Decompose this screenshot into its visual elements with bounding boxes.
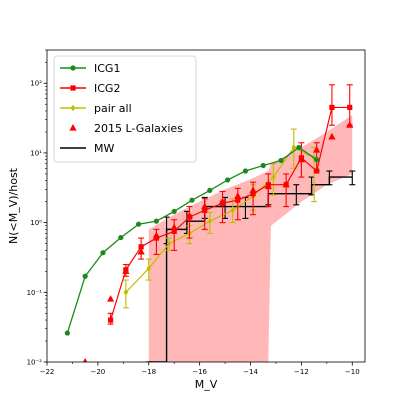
icg1-point bbox=[153, 218, 159, 224]
icg1-point bbox=[278, 157, 284, 164]
pair-all-point bbox=[123, 289, 129, 296]
icg2-point bbox=[250, 191, 256, 197]
icg1-point bbox=[225, 177, 231, 183]
lgal-point bbox=[170, 223, 178, 231]
lgal-point bbox=[137, 247, 145, 255]
y-tick-label: 10² bbox=[30, 80, 42, 88]
pair-all-point bbox=[291, 144, 297, 151]
icg1-point bbox=[314, 157, 320, 163]
legend: ICG1 ICG2 pair all 2015 L-Galaxies MW bbox=[53, 55, 197, 163]
y-axis-label: N(<M_V)/host bbox=[7, 167, 20, 244]
legend-label-mw: MW bbox=[94, 142, 114, 155]
lgal-point bbox=[107, 295, 115, 302]
pair-all-point bbox=[230, 207, 236, 214]
x-tick-label: −16 bbox=[192, 368, 207, 376]
lgal-point bbox=[328, 132, 336, 140]
pair-all-point bbox=[166, 240, 172, 247]
lgal-point bbox=[185, 211, 194, 219]
icg1-point bbox=[171, 208, 177, 214]
legend-marker-lgal bbox=[69, 124, 77, 131]
icg2-point bbox=[108, 317, 114, 323]
lgal-point bbox=[82, 358, 88, 362]
icg1-point bbox=[260, 162, 266, 169]
axes-layer: −22 −20 −18 −16 −14 −12 −10 10⁻² 10⁻¹ 10⁰ 10¹ 10² M_… bbox=[7, 49, 366, 391]
lgal-point bbox=[264, 182, 272, 190]
legend-label-icg1: ICG1 bbox=[94, 62, 120, 75]
lgal-point bbox=[313, 146, 321, 153]
x-tick-label: −12 bbox=[294, 368, 309, 376]
legend-box bbox=[53, 55, 197, 163]
icg1-point bbox=[118, 234, 124, 241]
pair-all-point bbox=[271, 173, 276, 181]
y-tick-label: 10¹ bbox=[30, 149, 42, 157]
x-axis-label: M_V bbox=[195, 378, 218, 391]
icg2-point bbox=[202, 207, 208, 213]
icg2-point bbox=[329, 104, 335, 111]
y-tick-label: 10⁰ bbox=[30, 219, 42, 227]
icg1-point bbox=[135, 221, 142, 227]
legend-label-lgal: 2015 L-Galaxies bbox=[94, 122, 183, 135]
legend-marker-icg2 bbox=[70, 85, 76, 91]
icg1-point bbox=[207, 187, 213, 194]
lgal-point bbox=[201, 202, 209, 210]
icg1-point bbox=[189, 197, 195, 203]
icg1-point bbox=[82, 273, 88, 279]
pair-all-point bbox=[146, 265, 152, 272]
icg1-point bbox=[100, 250, 106, 256]
lgal-point bbox=[218, 197, 227, 205]
y-tick-label: 10⁻² bbox=[27, 359, 43, 367]
icg1-point bbox=[242, 168, 249, 174]
y-tick-label: 10⁻¹ bbox=[27, 289, 43, 297]
icg2-point bbox=[235, 197, 241, 203]
lgal-point bbox=[122, 267, 130, 274]
x-tick-label: −22 bbox=[40, 368, 55, 376]
icg2-point bbox=[138, 244, 144, 250]
x-tick-label: −10 bbox=[345, 368, 360, 376]
icg2-line bbox=[110, 106, 350, 321]
lgal-point bbox=[234, 192, 242, 199]
icg1-point bbox=[296, 144, 302, 151]
icg2-point bbox=[171, 228, 177, 234]
plot-layer bbox=[64, 84, 356, 362]
lgal-point bbox=[297, 155, 305, 163]
legend-label-pair-all: pair all bbox=[94, 102, 132, 115]
legend-label-icg2: ICG2 bbox=[94, 82, 120, 95]
legend-marker-pair-all bbox=[70, 104, 76, 112]
icg1-point bbox=[64, 330, 70, 336]
pair-all-point bbox=[207, 217, 213, 225]
x-tick-label: −18 bbox=[141, 368, 156, 376]
lgal-point bbox=[152, 231, 160, 239]
icg2-point bbox=[347, 104, 353, 111]
pair-all-line bbox=[125, 146, 315, 293]
plot-frame bbox=[46, 49, 366, 363]
x-tick-label: −20 bbox=[90, 368, 105, 376]
icg2-point bbox=[314, 168, 320, 174]
lgal-point bbox=[346, 121, 354, 128]
lgal-point bbox=[249, 186, 257, 194]
x-tick-label: −14 bbox=[243, 368, 258, 376]
mw-step-line bbox=[148, 176, 353, 362]
lgal-point bbox=[282, 180, 290, 188]
plot-area bbox=[64, 84, 356, 362]
legend-marker-icg1 bbox=[70, 65, 76, 71]
